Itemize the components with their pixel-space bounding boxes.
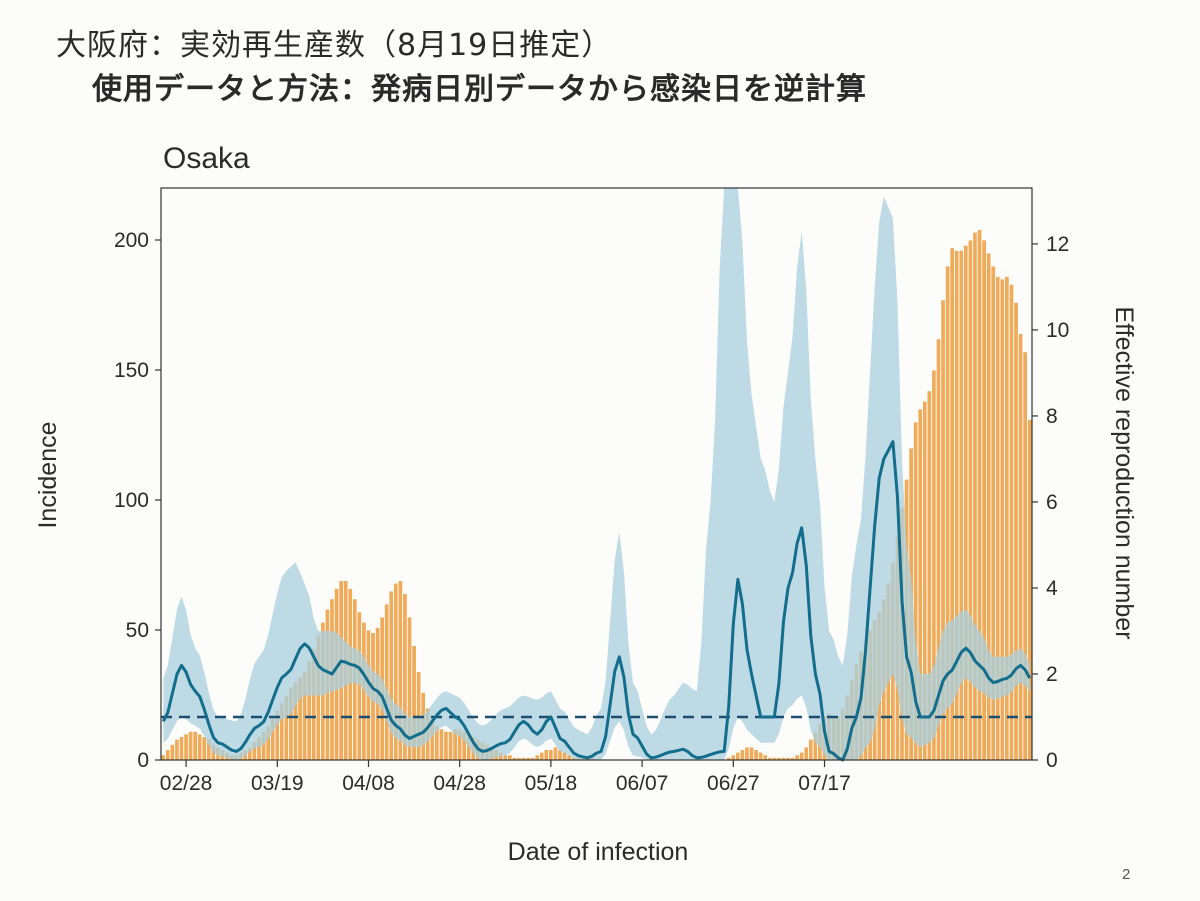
x-tick-label: 05/18	[525, 772, 578, 795]
x-tick-label: 04/08	[342, 772, 395, 795]
incidence-bar	[160, 754, 166, 761]
y2-tick-label: 6	[1046, 491, 1058, 514]
incidence-bar	[443, 731, 449, 761]
y-tick-label: 0	[137, 749, 149, 772]
rt-interval-area	[163, 188, 1030, 760]
y-axis-label: Incidence	[34, 421, 62, 528]
incidence-bar	[552, 746, 559, 761]
y2-tick-label: 4	[1046, 577, 1058, 600]
rt-line	[161, 440, 1032, 762]
incidence-bar	[1017, 333, 1024, 761]
incidence-bar	[447, 731, 454, 761]
x-axis: 02/28 03/19 04/08 04/28 05/18 06/07 06/27 07/17	[160, 760, 851, 795]
y-tick-label: 100	[114, 489, 149, 512]
y-axis-right: 0 2 4 6 8 10 12	[1032, 233, 1069, 772]
page-number: 2	[1122, 866, 1131, 883]
x-axis-label: Date of infection	[508, 838, 689, 866]
incidence-bar	[730, 754, 736, 761]
y2-tick-label: 0	[1046, 749, 1058, 772]
incidence-bar	[169, 744, 176, 761]
incidence-bar	[735, 751, 741, 761]
incidence-bar	[201, 736, 207, 761]
incidence-bar	[192, 731, 198, 761]
plot-frame	[160, 187, 1033, 761]
slide-subtitle: 使用データと方法：発病日別データから感染日を逆計算	[92, 72, 867, 107]
incidence-bar	[963, 244, 969, 761]
y-tick-label: 50	[126, 619, 149, 642]
y-tick-label: 150	[114, 359, 149, 382]
incidence-bar	[744, 746, 750, 761]
incidence-bar	[534, 754, 540, 761]
incidence-bar	[1027, 418, 1033, 761]
rt-credible-interval	[163, 188, 1030, 760]
incidence-bar	[548, 749, 554, 761]
y2-tick-label: 8	[1046, 405, 1058, 428]
x-tick-label: 06/27	[707, 772, 760, 795]
incidence-bar	[183, 733, 189, 761]
incidence-bar	[507, 754, 513, 761]
incidence-bar	[178, 736, 185, 761]
incidence-bar	[197, 733, 203, 761]
incidence-bar	[384, 603, 390, 761]
incidence-bar	[1022, 351, 1028, 761]
incidence-bar	[803, 746, 809, 761]
incidence-bar	[187, 731, 194, 761]
incidence-bar	[808, 738, 814, 761]
chart-title: Osaka	[163, 142, 250, 175]
y2-tick-label: 12	[1046, 233, 1069, 256]
y2-axis-label: Effective reproduction number	[1110, 306, 1138, 639]
incidence-bar	[539, 751, 545, 761]
y2-tick-label: 2	[1046, 663, 1058, 686]
incidence-bar	[543, 749, 550, 761]
y-tick-label: 200	[114, 229, 149, 252]
incidence-bar	[438, 728, 445, 761]
x-tick-label: 02/28	[160, 772, 213, 795]
incidence-bar	[794, 754, 800, 761]
incidence-bar	[165, 749, 171, 761]
slide-title: 大阪府：実効再生産数（8月19日推定）	[56, 28, 613, 63]
x-tick-label: 04/28	[433, 772, 486, 795]
y2-tick-label: 10	[1046, 319, 1069, 342]
x-tick-label: 06/07	[616, 772, 669, 795]
incidence-bar	[739, 749, 746, 761]
incidence-bar	[748, 746, 755, 761]
incidence-bar	[799, 751, 805, 761]
rt-estimate	[161, 440, 1032, 762]
incidence-bar	[174, 738, 180, 761]
incidence-bar	[757, 751, 764, 761]
x-tick-label: 03/19	[251, 772, 304, 795]
incidence-bar	[1013, 301, 1019, 761]
x-tick-label: 07/17	[798, 772, 851, 795]
incidence-bar	[762, 754, 768, 761]
y-axis-left: 0 50 100 150 200	[114, 229, 161, 772]
incidence-bar	[753, 749, 759, 761]
